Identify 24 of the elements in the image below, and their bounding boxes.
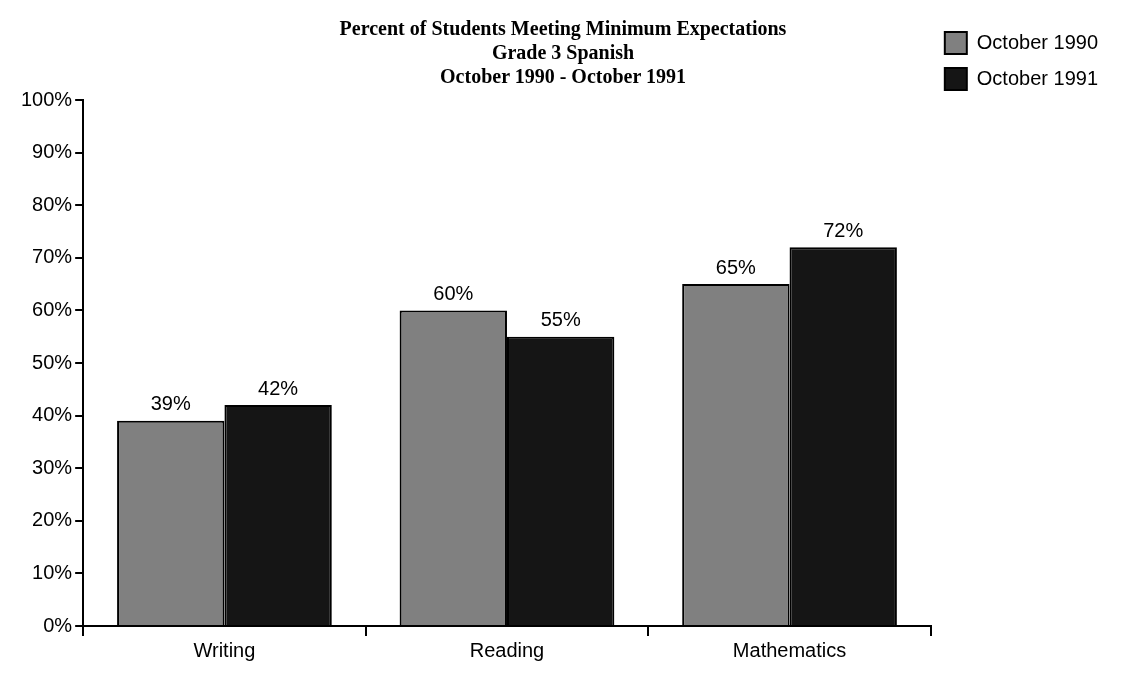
y-tick-label: 40% xyxy=(32,403,73,426)
y-tick-label: 30% xyxy=(32,455,73,478)
data-label: 39% xyxy=(150,392,191,415)
data-label: 65% xyxy=(715,255,757,278)
y-tick-label: 60% xyxy=(32,297,73,320)
data-label: 60% xyxy=(433,281,474,304)
chart-subtitle: Grade 3 Spanish October 1990 - October 1991 xyxy=(440,41,686,88)
legend-label: October 1990 xyxy=(976,30,1099,53)
y-tick-label: 20% xyxy=(32,508,73,531)
y-tick-label: 10% xyxy=(32,560,73,583)
y-tick-label: 50% xyxy=(32,350,73,373)
data-label: 55% xyxy=(540,308,581,331)
y-tick-label: 80% xyxy=(32,192,73,215)
x-tick-label: Writing xyxy=(193,638,256,661)
data-label: 42% xyxy=(258,376,299,399)
x-tick-label: Reading xyxy=(469,638,545,661)
y-tick-label: 0% xyxy=(43,613,73,636)
y-tick-label: 70% xyxy=(32,245,73,268)
y-tick-label: 90% xyxy=(32,140,73,163)
y-tick-label: 100% xyxy=(21,87,73,110)
x-tick-label: Mathematics xyxy=(732,638,847,661)
legend-label: October 1991 xyxy=(976,66,1099,89)
chart-title: Percent of Students Meeting Minimum Expectations xyxy=(339,17,787,41)
data-label: 72% xyxy=(823,218,864,241)
